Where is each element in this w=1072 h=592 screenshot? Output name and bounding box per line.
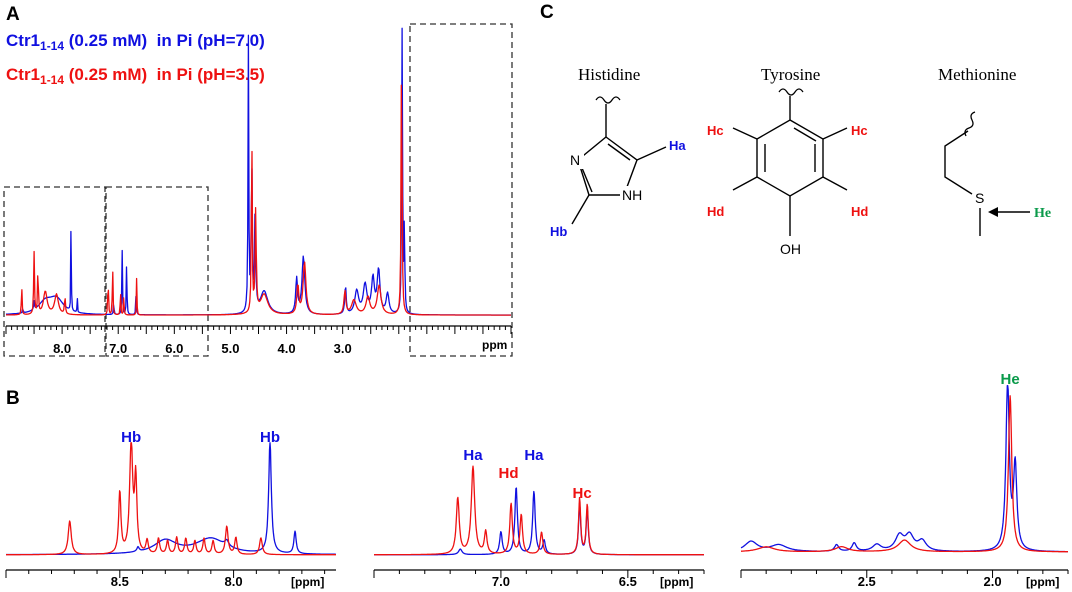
spectrum-aromatic-low: 7.0 6.5 [ppm] Ha Hd Ha Hc	[373, 447, 705, 589]
tyrosine-wavy-bond	[778, 88, 804, 96]
peak-annotation: Hd	[499, 465, 519, 482]
legend-ph35-suffix: (0.25 mM) in Pi (pH=3.5)	[64, 65, 265, 84]
tick-label: 3.0	[334, 341, 352, 356]
histidine-structure: Histidine N NH Ha Hb	[550, 65, 686, 239]
peak-annotation: Hb	[121, 429, 141, 446]
histidine-wavy-bond	[595, 96, 621, 104]
tyrosine-hc-left-label: Hc	[707, 123, 724, 138]
tyrosine-hc-right-bond	[822, 127, 848, 140]
x-axis-label: [ppm]	[1026, 575, 1059, 589]
legend-ph35-prefix: Ctr1	[6, 65, 40, 84]
legend-ph7-sub: 1-14	[40, 39, 64, 53]
methionine-he-label: He	[1034, 206, 1051, 221]
arrow-left-icon	[988, 207, 998, 217]
histidine-nh-mask	[620, 186, 646, 204]
x-axis-label: ppm	[482, 338, 507, 352]
histidine-n-mask	[568, 151, 584, 169]
tick-label: 7.0	[109, 341, 127, 356]
methionine-s-label: S	[975, 190, 984, 206]
spectrum-aliphatic: 2.5 2.0 [ppm] He	[740, 371, 1069, 589]
tick-label: 7.0	[492, 574, 510, 589]
legend-ph7: Ctr11-14 (0.25 mM) in Pi (pH=7.0)	[6, 31, 265, 53]
peak-annotation: Hc	[573, 485, 592, 502]
tyrosine-title: Tyrosine	[761, 65, 820, 84]
peak-annotation: He	[1001, 371, 1020, 388]
panel-label-c: C	[540, 2, 554, 23]
spectrum-aromatic-high: 8.5 8.0 [ppm] Hb Hb	[5, 429, 337, 589]
histidine-nh-label: NH	[622, 187, 642, 203]
peak-annotation: Ha	[524, 447, 544, 464]
histidine-ha-bond	[636, 146, 667, 161]
histidine-hb-bond	[571, 194, 590, 225]
tyrosine-hd-left-bond	[732, 176, 758, 191]
tick-label: 2.5	[858, 574, 876, 589]
tick-label: 2.0	[983, 574, 1001, 589]
methionine-chain-bonds	[944, 130, 973, 195]
x-axis-label: [ppm]	[660, 575, 693, 589]
x-axis-label: [ppm]	[291, 575, 324, 589]
histidine-hb-label: Hb	[550, 224, 567, 239]
tick-label: 8.0	[53, 341, 71, 356]
tyrosine-oh-label: OH	[780, 241, 801, 257]
legend-ph35: Ctr11-14 (0.25 mM) in Pi (pH=3.5)	[6, 65, 265, 87]
series-line-ph7	[740, 384, 1069, 553]
histidine-ha-label: Ha	[669, 138, 686, 153]
tick-label: 8.5	[111, 574, 129, 589]
tick-label: 6.5	[619, 574, 637, 589]
legend-ph35-sub: 1-14	[40, 73, 64, 87]
tyrosine-hd-right-label: Hd	[851, 204, 868, 219]
histidine-n-label: N	[570, 152, 580, 168]
zoom-box-aromatic-high	[3, 186, 106, 357]
peak-annotation: Ha	[463, 447, 483, 464]
tick-label: 5.0	[221, 341, 239, 356]
spectrum-full: 8.0 7.0 6.0 5.0 4.0 3.0 ppm	[5, 27, 512, 356]
methionine-title: Methionine	[938, 65, 1016, 84]
tyrosine-double-bond-top	[793, 127, 817, 142]
histidine-double-bond-cn	[581, 167, 593, 193]
tick-label: 6.0	[165, 341, 183, 356]
tyrosine-hd-left-label: Hd	[707, 204, 724, 219]
series-line-ph35	[5, 442, 337, 556]
tyrosine-hd-right-bond	[822, 176, 848, 191]
methionine-wavy-bond	[964, 111, 976, 137]
legend-ph7-prefix: Ctr1	[6, 31, 40, 50]
zoom-box-aromatic-low	[105, 186, 209, 357]
series-line-ph7	[5, 442, 337, 556]
tyrosine-hc-left-bond	[732, 127, 758, 140]
legend-ph7-suffix: (0.25 mM) in Pi (pH=7.0)	[64, 31, 265, 50]
tick-label: 4.0	[278, 341, 296, 356]
tyrosine-hc-right-label: Hc	[851, 123, 868, 138]
panel-label-a: A	[6, 4, 20, 25]
series-line-ph7	[373, 487, 705, 556]
series-line-ph35	[373, 465, 705, 556]
histidine-double-bond-ca	[607, 143, 631, 161]
zoom-box-aliphatic	[409, 23, 513, 357]
tyrosine-structure: Tyrosine Hc Hc Hd Hd OH	[707, 65, 868, 257]
histidine-title: Histidine	[578, 65, 640, 84]
series-line-ph35	[740, 395, 1069, 553]
methionine-structure: Methionine S He	[938, 65, 1051, 236]
tick-label: 8.0	[225, 574, 243, 589]
series-line-ph35	[6, 84, 511, 316]
tyrosine-ring	[756, 119, 824, 197]
panel-label-b: B	[6, 388, 20, 409]
peak-annotation: Hb	[260, 429, 280, 446]
